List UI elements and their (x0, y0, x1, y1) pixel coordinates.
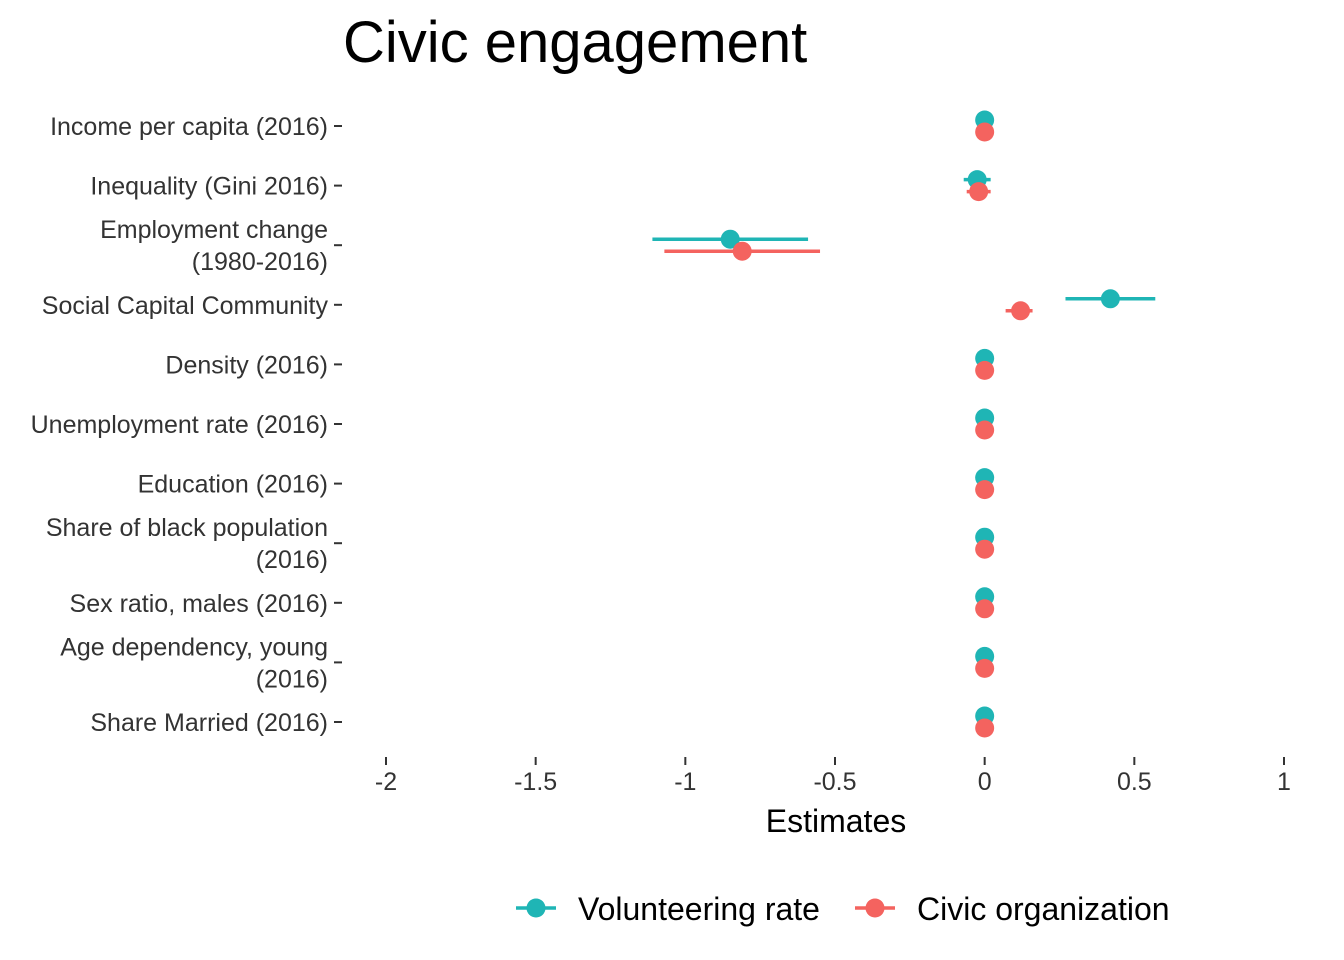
y-tick-label: Income per capita (2016) (50, 113, 328, 141)
chart-title: Civic engagement (343, 10, 807, 75)
legend-label: Civic organization (917, 891, 1170, 927)
x-axis-label: Estimates (766, 803, 906, 839)
x-tick-label: -2 (375, 768, 397, 796)
x-axis-ticks: -2 -1.5 -1 -0.5 0 0.5 1 (375, 757, 1291, 796)
legend-key-point (865, 898, 885, 918)
x-tick-label: 0.5 (1117, 768, 1152, 796)
x-tick-label: -1 (674, 768, 696, 796)
y-tick-label: Sex ratio, males (2016) (70, 590, 328, 618)
y-tick-label: Employment change (100, 216, 328, 244)
x-tick-label: -0.5 (813, 768, 856, 796)
y-tick-label: (2016) (256, 546, 328, 574)
legend: Volunteering rate Civic organization (516, 891, 1170, 927)
estimate-point (1100, 289, 1120, 309)
legend-item: Civic organization (855, 891, 1170, 927)
y-tick-label: (2016) (256, 665, 328, 693)
y-tick-label: (1980-2016) (192, 248, 328, 276)
y-tick-label: Density (2016) (165, 351, 328, 379)
x-tick-label: 0 (978, 768, 992, 796)
legend-label: Volunteering rate (578, 891, 820, 927)
estimate-point (975, 420, 995, 440)
y-tick-label: Unemployment rate (2016) (31, 411, 328, 439)
estimate-point (720, 229, 740, 249)
estimate-point (975, 658, 995, 678)
estimate-point (969, 182, 989, 202)
y-tick-label: Share Married (2016) (90, 709, 328, 737)
estimate-point (975, 539, 995, 559)
y-tick-label: Share of black population (46, 514, 328, 542)
estimate-point (732, 241, 752, 261)
plot-marks (652, 110, 1156, 738)
estimate-point (975, 599, 995, 619)
y-axis-ticks (334, 125, 342, 723)
y-tick-label: Age dependency, young (60, 633, 328, 661)
legend-key-point (526, 898, 546, 918)
x-tick-label: 1 (1277, 768, 1291, 796)
x-tick-label: -1.5 (514, 768, 557, 796)
y-tick-label: Inequality (Gini 2016) (90, 173, 328, 201)
y-axis-labels: Income per capita (2016) Inequality (Gini… (31, 113, 329, 737)
estimate-point (975, 122, 995, 142)
estimate-point (975, 718, 995, 738)
series-volunteering-rate (652, 110, 1156, 726)
legend-item: Volunteering rate (516, 891, 820, 927)
estimate-point (975, 480, 995, 500)
estimate-point (1011, 301, 1031, 321)
y-tick-label: Social Capital Community (42, 292, 329, 320)
y-tick-label: Education (2016) (138, 471, 328, 499)
estimate-point (975, 360, 995, 380)
series-civic-organization (664, 122, 1033, 738)
